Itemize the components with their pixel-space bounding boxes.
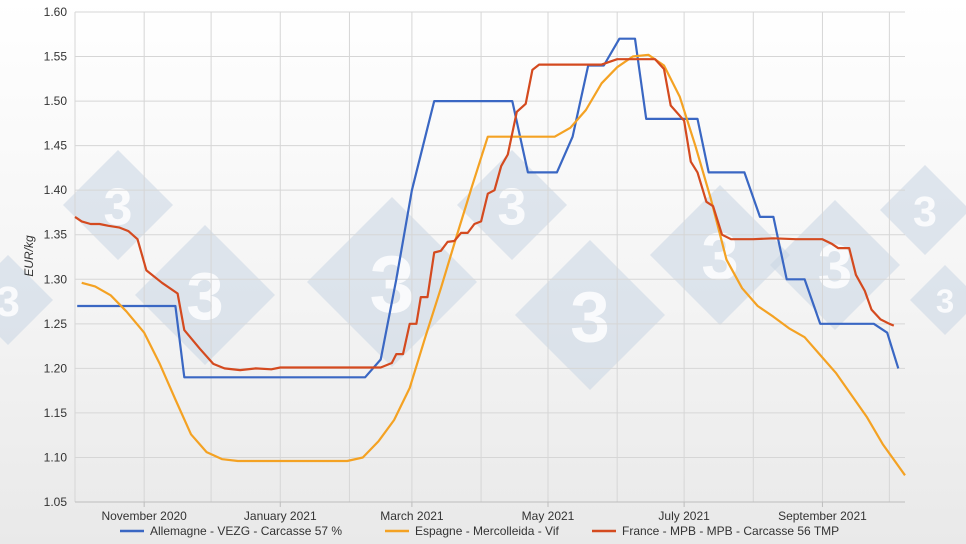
watermark-digit: 3	[570, 278, 610, 357]
x-tick-label: July 2021	[658, 509, 710, 523]
watermark-digit: 3	[936, 282, 954, 319]
legend-label: France - MPB - MPB - Carcasse 56 TMP	[622, 524, 839, 538]
watermark-digit: 3	[498, 178, 527, 236]
y-tick-label: 1.15	[44, 406, 68, 420]
x-tick-label: March 2021	[380, 509, 444, 523]
y-tick-label: 1.35	[44, 228, 68, 242]
legend-label: Espagne - Mercolleida - Vif	[415, 524, 560, 538]
series-line-3	[74, 58, 895, 372]
x-tick-label: September 2021	[778, 509, 867, 523]
watermark-digit: 3	[913, 188, 937, 236]
y-axis-ticks: 1.05 1.10 1.15 1.20 1.25 1.30 1.35 1.40 1.45 1.50…	[44, 5, 68, 509]
y-tick-label: 1.50	[44, 94, 68, 108]
watermark-diamond	[135, 225, 275, 365]
y-tick-label: 1.30	[44, 272, 68, 286]
x-tick-label: January 2021	[244, 509, 317, 523]
y-tick-label: 1.55	[44, 50, 68, 64]
watermark-diamond	[910, 265, 966, 335]
y-tick-label: 1.45	[44, 139, 68, 153]
legend: Allemagne - VEZG - Carcasse 57 % Espagne …	[120, 524, 839, 538]
grid-lines	[74, 11, 905, 503]
watermark-digit: 3	[0, 278, 20, 326]
watermark-diamond	[63, 150, 173, 260]
data-series	[74, 37, 906, 476]
legend-label: Allemagne - VEZG - Carcasse 57 %	[150, 524, 342, 538]
y-tick-label: 1.40	[44, 183, 68, 197]
y-tick-label: 1.10	[44, 450, 68, 464]
y-tick-label: 1.60	[44, 5, 68, 19]
watermark-diamond	[515, 240, 665, 390]
watermark-diamond	[0, 255, 53, 345]
y-axis-label: EUR/kg	[22, 235, 36, 277]
watermark-digit: 3	[818, 233, 852, 302]
series-line-2	[81, 53, 906, 476]
y-tick-label: 1.05	[44, 495, 68, 509]
watermark-diamond	[880, 165, 966, 255]
watermark-diamond	[457, 150, 567, 260]
x-tick-label: November 2020	[101, 509, 187, 523]
y-tick-label: 1.25	[44, 317, 68, 331]
x-axis-ticks: November 2020 January 2021 March 2021 May 2…	[101, 502, 867, 523]
x-tick-label: May 2021	[522, 509, 575, 523]
y-tick-label: 1.20	[44, 361, 68, 375]
watermark-diamond	[650, 185, 790, 325]
watermark-digit: 3	[369, 240, 414, 330]
watermark-digit: 3	[186, 260, 223, 335]
